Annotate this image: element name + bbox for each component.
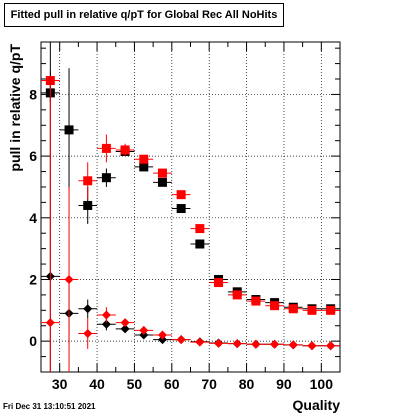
data-point-square xyxy=(176,190,186,200)
series-3 xyxy=(41,75,340,372)
data-point-square xyxy=(64,125,74,135)
data-point-square xyxy=(288,304,298,314)
chart-title: Fitted pull in relative q/pT for Global … xyxy=(4,3,284,27)
data-point-diamond xyxy=(251,339,261,349)
data-point-diamond xyxy=(101,310,111,320)
data-point-square xyxy=(83,176,93,186)
data-point-diamond xyxy=(139,330,149,340)
x-tick-label: 90 xyxy=(276,376,292,392)
data-marks xyxy=(41,42,340,372)
series-0 xyxy=(41,68,340,314)
data-point-square xyxy=(270,301,280,311)
data-point-diamond xyxy=(64,274,74,284)
data-point-diamond xyxy=(157,335,167,345)
data-point-diamond xyxy=(214,338,224,348)
data-point-diamond xyxy=(232,339,242,349)
axes: 30 40 50 60 70 80 90 100 0 2 4 6 8 xyxy=(29,42,340,392)
data-point-square xyxy=(139,154,149,164)
data-point-diamond xyxy=(83,304,93,314)
data-point-square xyxy=(101,173,111,183)
x-tick-label: 50 xyxy=(127,376,143,392)
y-tick-label: 2 xyxy=(29,271,37,287)
x-tick-label: 70 xyxy=(201,376,217,392)
data-point-diamond xyxy=(120,318,130,328)
y-tick-label: 0 xyxy=(29,333,37,349)
x-tick-label: 40 xyxy=(89,376,105,392)
data-point-square xyxy=(326,305,336,315)
data-point-diamond xyxy=(101,319,111,329)
data-point-diamond xyxy=(307,341,317,351)
series-1 xyxy=(41,71,340,315)
data-point-diamond xyxy=(176,335,186,345)
data-point-square xyxy=(307,305,317,315)
y-tick-label: 8 xyxy=(29,86,37,102)
data-point-square xyxy=(157,177,167,187)
data-point-diamond xyxy=(157,330,167,340)
data-point-diamond xyxy=(270,339,280,349)
data-point-square xyxy=(139,162,149,172)
y-tick-label: 4 xyxy=(29,210,37,226)
data-point-square xyxy=(232,290,242,300)
y-tick-label: 6 xyxy=(29,148,37,164)
data-point-diamond xyxy=(83,328,93,338)
x-tick-label: 80 xyxy=(239,376,255,392)
data-point-square xyxy=(195,224,205,234)
data-point-diamond xyxy=(326,341,336,351)
x-axis-label: Quality xyxy=(293,397,341,413)
data-point-square xyxy=(101,143,111,153)
y-axis-label: pull in relative q/pT xyxy=(7,44,23,172)
x-tick-label: 30 xyxy=(52,376,68,392)
data-point-diamond xyxy=(195,337,205,347)
data-point-diamond xyxy=(139,325,149,335)
data-point-square xyxy=(251,296,261,306)
data-point-diamond xyxy=(288,340,298,350)
data-point-square xyxy=(83,200,93,210)
data-point-diamond xyxy=(45,318,55,328)
x-tick-label: 100 xyxy=(310,376,334,392)
data-point-square xyxy=(157,168,167,178)
data-point-square xyxy=(176,204,186,214)
data-point-square xyxy=(214,278,224,288)
x-tick-label: 60 xyxy=(164,376,180,392)
data-point-diamond xyxy=(120,324,130,334)
timestamp: Fri Dec 31 13:10:51 2021 xyxy=(3,402,96,411)
data-point-square xyxy=(120,145,130,155)
data-point-square xyxy=(195,239,205,249)
grid-lines xyxy=(41,42,340,372)
